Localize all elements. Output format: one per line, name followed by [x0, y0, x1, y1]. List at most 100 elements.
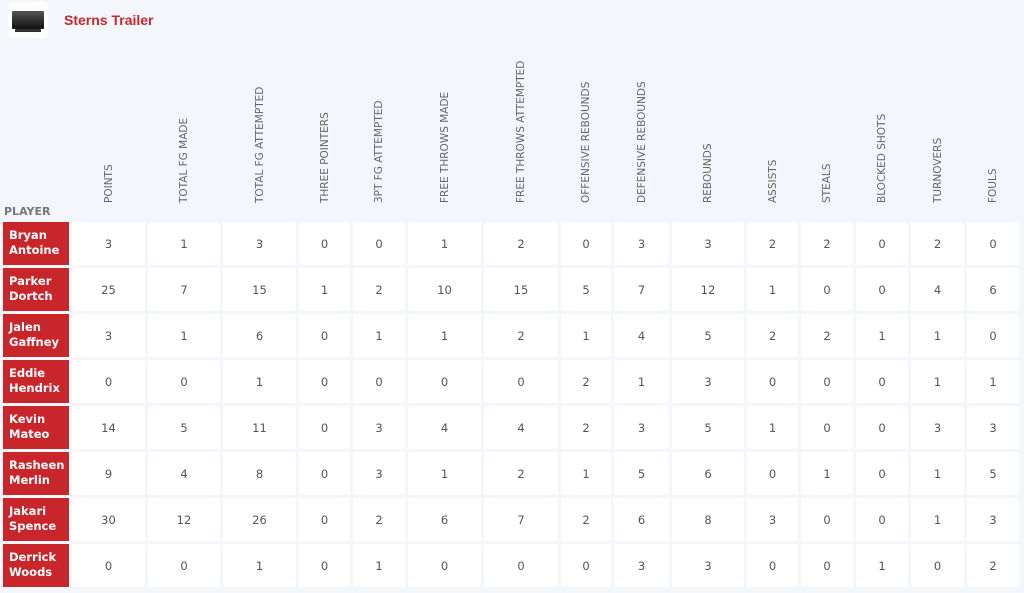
stat-cell: 0	[148, 544, 220, 587]
stat-cell: 3	[672, 222, 744, 265]
stat-cell: 3	[223, 222, 296, 265]
stat-cell: 3	[747, 498, 798, 541]
column-header: 3PT FG ATTEMPTED	[353, 40, 405, 219]
stat-cell: 1	[299, 268, 350, 311]
column-header-label: POINTS	[102, 164, 115, 203]
stat-cell: 3	[72, 222, 145, 265]
team-name[interactable]: Sterns Trailer	[64, 12, 154, 28]
stat-cell: 3	[967, 406, 1019, 449]
stat-cell: 1	[911, 452, 964, 495]
player-name[interactable]: Rasheen Merlin	[3, 452, 69, 495]
stat-cell: 5	[148, 406, 220, 449]
stat-cell: 25	[72, 268, 145, 311]
stat-cell: 30	[72, 498, 145, 541]
column-header: OFFENSIVE REBOUNDS	[561, 40, 611, 219]
stat-cell: 15	[223, 268, 296, 311]
stat-cell: 1	[747, 406, 798, 449]
stat-cell: 11	[223, 406, 296, 449]
column-header-label: REBOUNDS	[702, 143, 714, 203]
stat-cell: 6	[614, 498, 669, 541]
stat-cell: 2	[911, 222, 964, 265]
column-header: POINTS	[72, 40, 145, 219]
stat-cell: 3	[353, 452, 405, 495]
stat-cell: 2	[747, 314, 798, 357]
stat-cell: 1	[856, 314, 908, 357]
stat-cell: 4	[911, 268, 964, 311]
stat-cell: 1	[856, 544, 908, 587]
stat-cell: 0	[561, 544, 611, 587]
player-name[interactable]: Jakari Spence	[3, 498, 69, 541]
stat-cell: 0	[801, 544, 853, 587]
column-header: FREE THROWS MADE	[408, 40, 481, 219]
stat-cell: 12	[672, 268, 744, 311]
stat-cell: 1	[561, 314, 611, 357]
column-header-label: FREE THROWS MADE	[438, 91, 451, 203]
player-name[interactable]: Bryan Antoine	[3, 222, 69, 265]
stat-cell: 0	[801, 360, 853, 403]
column-header-label: THREE POINTERS	[318, 112, 331, 203]
stat-cell: 5	[672, 406, 744, 449]
stat-cell: 0	[353, 360, 405, 403]
stat-cell: 1	[148, 222, 220, 265]
stat-cell: 1	[561, 452, 611, 495]
stat-cell: 2	[561, 360, 611, 403]
stat-cell: 4	[148, 452, 220, 495]
column-header: BLOCKED SHOTS	[856, 40, 908, 219]
stat-cell: 0	[856, 360, 908, 403]
stat-cell: 1	[408, 314, 481, 357]
stat-cell: 4	[614, 314, 669, 357]
stat-cell: 12	[148, 498, 220, 541]
stat-cell: 0	[747, 452, 798, 495]
team-header: Sterns Trailer	[8, 2, 154, 38]
stat-cell: 15	[484, 268, 558, 311]
stat-cell: 0	[967, 314, 1019, 357]
stat-cell: 1	[408, 452, 481, 495]
stat-cell: 2	[747, 222, 798, 265]
column-header: STEALS	[801, 40, 853, 219]
stat-cell: 3	[672, 360, 744, 403]
stat-cell: 2	[484, 314, 558, 357]
column-header: DEFENSIVE REBOUNDS	[614, 40, 669, 219]
player-name[interactable]: Eddie Hendrix	[3, 360, 69, 403]
stat-cell: 1	[223, 360, 296, 403]
column-header: THREE POINTERS	[299, 40, 350, 219]
stat-cell: 7	[614, 268, 669, 311]
stat-cell: 1	[223, 544, 296, 587]
player-name[interactable]: Derrick Woods	[3, 544, 69, 587]
stat-cell: 1	[148, 314, 220, 357]
stat-cell: 2	[561, 498, 611, 541]
stat-cell: 1	[353, 314, 405, 357]
column-header: REBOUNDS	[672, 40, 744, 219]
column-header: TURNOVERS	[911, 40, 964, 219]
player-name[interactable]: Kevin Mateo	[3, 406, 69, 449]
stat-cell: 3	[911, 406, 964, 449]
column-header-label: TOTAL FG MADE	[178, 117, 190, 203]
box-score-table: PLAYER POINTS TOTAL FG MADE TOTAL FG ATTEM…	[3, 40, 1019, 587]
stat-cell: 0	[856, 498, 908, 541]
stat-cell: 10	[408, 268, 481, 311]
stat-cell: 3	[72, 314, 145, 357]
stat-cell: 6	[223, 314, 296, 357]
stat-cell: 5	[561, 268, 611, 311]
stat-cell: 4	[408, 406, 481, 449]
stat-cell: 3	[614, 544, 669, 587]
stat-cell: 7	[148, 268, 220, 311]
stat-cell: 0	[299, 544, 350, 587]
column-header: TOTAL FG ATTEMPTED	[223, 40, 296, 219]
stat-cell: 9	[72, 452, 145, 495]
stat-cell: 1	[353, 544, 405, 587]
stat-cell: 0	[856, 222, 908, 265]
stat-cell: 0	[747, 360, 798, 403]
stat-cell: 0	[561, 222, 611, 265]
stat-cell: 2	[484, 452, 558, 495]
stat-cell: 0	[299, 452, 350, 495]
stat-cell: 2	[353, 498, 405, 541]
player-column-header: PLAYER	[4, 205, 51, 218]
stat-cell: 2	[484, 222, 558, 265]
stat-cell: 0	[801, 498, 853, 541]
stat-cell: 0	[299, 498, 350, 541]
player-name[interactable]: Parker Dortch	[3, 268, 69, 311]
stat-cell: 3	[967, 498, 1019, 541]
player-name[interactable]: Jalen Gaffney	[3, 314, 69, 357]
stat-cell: 0	[856, 452, 908, 495]
